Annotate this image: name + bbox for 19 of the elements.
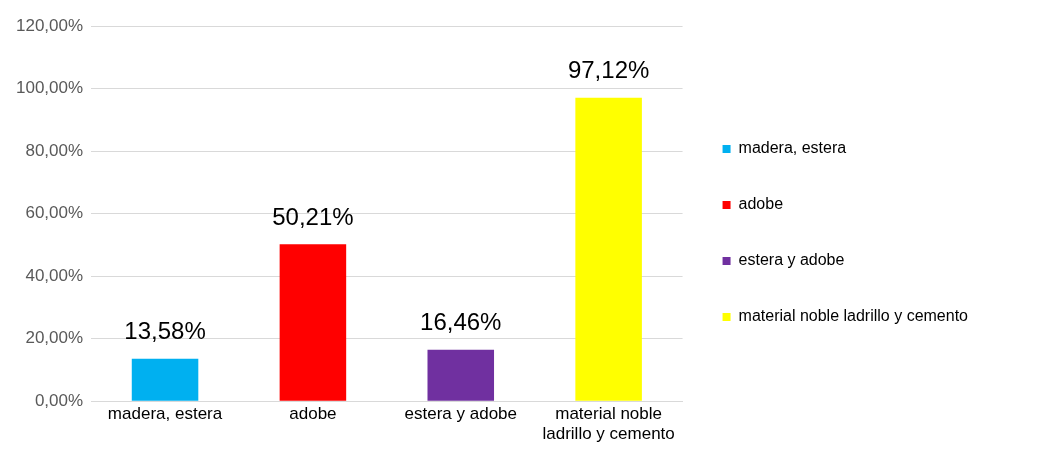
y-tick-label: 0,00% [34,390,84,410]
y-tick-label: 60,00% [25,203,84,223]
x-tick-label: estera y adobe [404,404,517,424]
y-tick-label: 80,00% [25,140,84,160]
legend-label: madera, estera [738,139,847,157]
data-label: 13,58% [124,317,206,345]
x-tick-label: madera, estera [107,404,223,424]
legend-label: material noble ladrillo y cemento [738,307,969,325]
data-label: 50,21% [272,202,354,230]
data-label: 16,46% [420,308,502,336]
x-tick-label: material noble ladrillo y cemento [542,404,675,444]
data-label: 97,12% [567,56,650,84]
y-tick-label: 100,00% [15,78,84,98]
legend-label: adobe [738,195,784,213]
legend-label: estera y adobe [738,251,845,269]
x-tick-label: adobe [289,404,337,424]
y-tick-label: 120,00% [15,15,84,35]
y-tick-label: 40,00% [25,265,84,285]
y-tick-label: 20,00% [25,328,84,348]
